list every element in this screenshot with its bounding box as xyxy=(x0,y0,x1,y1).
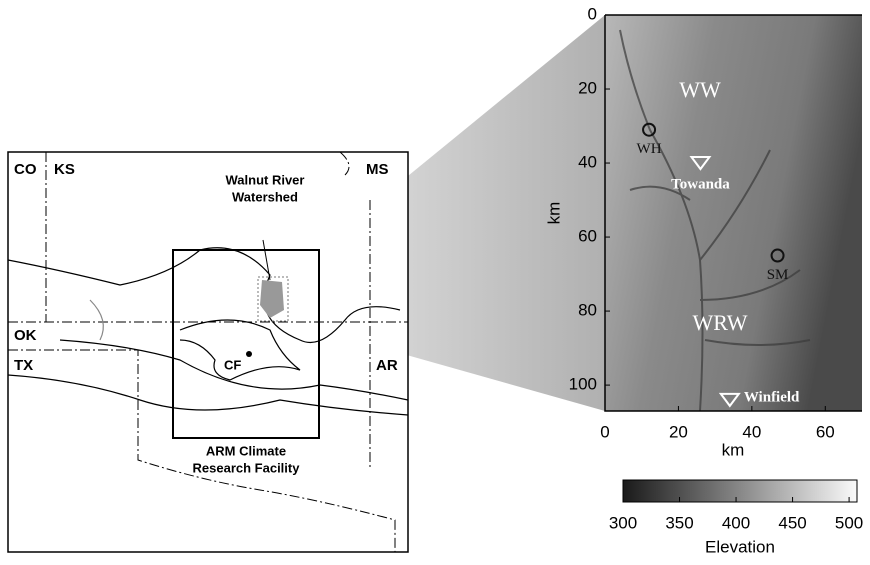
state-label: AR xyxy=(376,357,398,374)
x-tick-label: 20 xyxy=(669,422,688,441)
elevation-panel: WW WRW km km Elevation 0 20 40 60 0 20 40 60 80 1… xyxy=(544,4,863,556)
leader xyxy=(262,239,271,281)
x-tick-label: 40 xyxy=(742,422,761,441)
region-map: CO KS MS OK TX AR Walnut River Watershed… xyxy=(7,151,409,553)
site-label: CF xyxy=(224,357,241,372)
colorbar-tick-label: 500 xyxy=(835,513,863,532)
facility-box xyxy=(172,249,320,439)
station-label: SM xyxy=(767,267,789,283)
station xyxy=(689,156,712,171)
colorbar-label: Elevation xyxy=(705,537,775,556)
colorbar-tick-label: 400 xyxy=(722,513,750,532)
cf-site xyxy=(246,351,252,357)
watershed-label: Walnut River xyxy=(226,172,305,187)
state-label: CO xyxy=(14,161,37,178)
y-axis-label: km xyxy=(544,202,563,225)
colorbar-tick-label: 350 xyxy=(665,513,693,532)
station xyxy=(718,392,741,408)
colorbar xyxy=(622,479,858,503)
y-tick-label: 40 xyxy=(578,153,597,172)
map-frame xyxy=(7,151,409,553)
y-tick-label: 20 xyxy=(578,79,597,98)
watershed-box xyxy=(257,276,289,322)
y-tick-label: 100 xyxy=(569,375,597,394)
state-label: KS xyxy=(54,161,75,178)
station-label: Winfield xyxy=(744,389,800,405)
state-label: MS xyxy=(366,161,389,178)
y-tick-label: 80 xyxy=(578,301,597,320)
watershed xyxy=(260,280,284,318)
x-tick-label: 60 xyxy=(816,422,835,441)
region-label: WW xyxy=(679,77,721,102)
rivers xyxy=(7,247,409,416)
station-label: WH xyxy=(637,141,662,157)
colorbar-tick-label: 300 xyxy=(609,513,637,532)
station xyxy=(770,248,785,263)
y-tick-label: 60 xyxy=(578,227,597,246)
x-axis-label: km xyxy=(722,440,745,459)
x-tick-label: 0 xyxy=(600,422,609,441)
colorbar-tick-label: 450 xyxy=(778,513,806,532)
station xyxy=(642,122,657,137)
drainage xyxy=(619,29,811,412)
facility-label: ARM Climate xyxy=(206,443,286,458)
facility-label: Research Facility xyxy=(193,460,301,475)
state-label: TX xyxy=(14,357,33,374)
watershed-label: Watershed xyxy=(232,189,298,204)
state-label: OK xyxy=(14,327,37,344)
y-tick-label: 0 xyxy=(588,4,597,23)
region-label: WRW xyxy=(693,310,748,335)
station-label: Towanda xyxy=(671,176,730,192)
